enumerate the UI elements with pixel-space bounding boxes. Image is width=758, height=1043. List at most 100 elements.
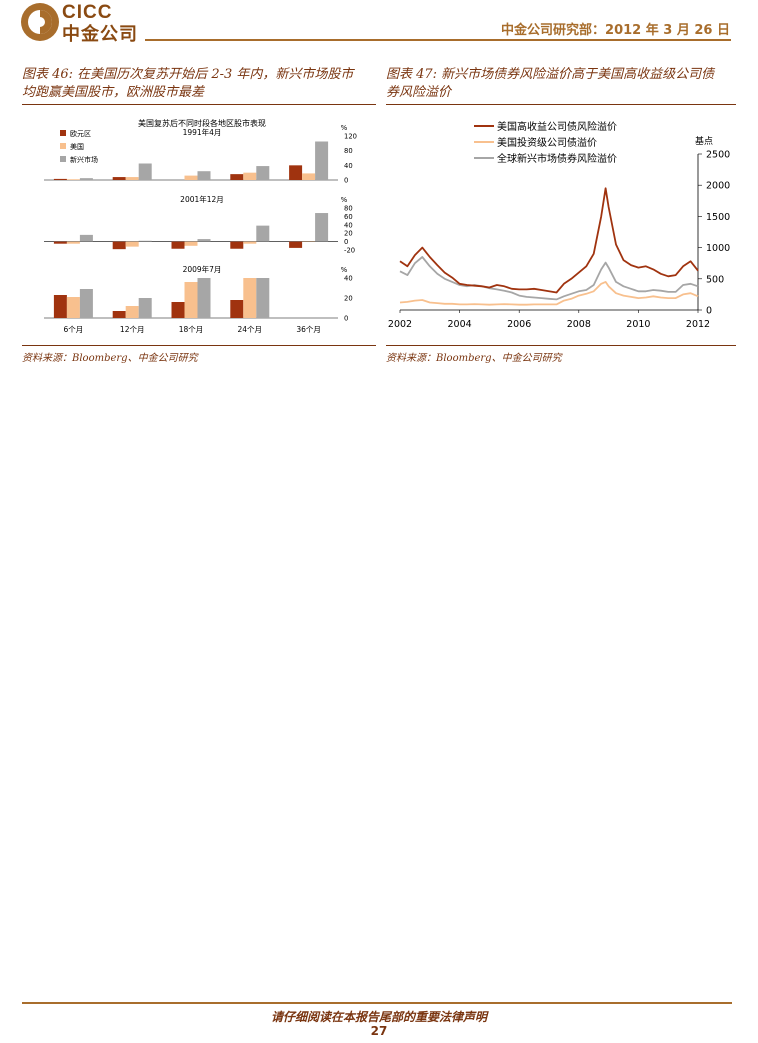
figure47-source: 资料来源：Bloomberg、中金公司研究 <box>386 353 562 364</box>
figure46-bottom-rule <box>22 345 376 346</box>
bar-em <box>79 178 93 180</box>
y-tick-label: 80 <box>344 147 353 155</box>
figure47-bottom-rule <box>386 345 736 346</box>
legend-swatch <box>60 156 66 162</box>
bar-em <box>197 239 211 242</box>
bar-em <box>256 278 270 318</box>
y-tick-label: 0 <box>344 238 348 246</box>
bar-panel-1: 1991年4月 % 0 40 80 120 <box>44 124 357 185</box>
bar-em <box>197 278 211 318</box>
y-tick-label: 20 <box>344 230 353 238</box>
panel-title: 2001年12月 <box>180 194 224 204</box>
bar-em <box>138 240 152 242</box>
legend-swatch <box>60 143 66 149</box>
bar-eurozone <box>112 241 126 250</box>
bar-eurozone <box>53 178 67 180</box>
x-tick-label: 2012 <box>686 319 710 330</box>
logo-text-cn: 中金公司 <box>62 24 138 45</box>
bar-panel-3: 2009年7月 % 0 20 40 <box>44 264 353 323</box>
bar-us <box>125 177 139 180</box>
bar-eurozone <box>230 300 244 318</box>
y-tick-label: 0 <box>706 306 712 317</box>
y-unit-label: % <box>341 266 348 274</box>
bar-eurozone <box>171 302 185 318</box>
x-tick-label: 12个月 <box>120 325 145 334</box>
y-axis-label: 基点 <box>695 135 713 147</box>
bar-em <box>256 225 270 242</box>
bar-eurozone <box>112 311 126 318</box>
x-tick-label: 2010 <box>626 319 650 330</box>
figure47-title: 图表 47: 新兴市场债券风险溢价高于美国高收益级公司债 券风险溢价 <box>386 66 741 102</box>
bar-em <box>315 213 329 242</box>
chart-heading: 美国复苏后不同时段各地区股市表现 <box>138 118 266 128</box>
legend-label: 美国高收益公司债风险溢价 <box>497 120 617 133</box>
y-tick-label: 0 <box>344 177 348 185</box>
bar-us <box>243 241 257 244</box>
y-tick-label: 20 <box>344 295 353 303</box>
series-line-em-bond <box>399 256 699 301</box>
bar-us <box>243 172 257 180</box>
figure47-title-line1: 图表 47: 新兴市场债券风险溢价高于美国高收益级公司债 <box>386 67 715 82</box>
y-tick-label: 500 <box>706 274 724 285</box>
bar-em <box>138 163 152 180</box>
x-tick-label: 2008 <box>567 319 591 330</box>
x-tick-label: 2004 <box>448 319 472 330</box>
legal-notice: 请仔细阅读在本报告尾部的重要法律声明 <box>270 1010 487 1024</box>
bar-em <box>315 141 329 180</box>
bar-em <box>79 234 93 242</box>
y-tick-label: 40 <box>344 275 353 283</box>
x-tick-label: 2002 <box>388 319 412 330</box>
bar-eurozone <box>53 295 67 318</box>
bar-us <box>66 297 80 318</box>
y-tick-label: 80 <box>344 205 353 213</box>
y-tick-label: 40 <box>344 162 353 170</box>
panel-title: 2009年7月 <box>183 264 222 274</box>
x-tick-label: 18个月 <box>179 325 204 334</box>
bar-us <box>125 241 139 247</box>
figure46-title-line2: 均跑赢美国股市，欧洲股市最差 <box>22 85 205 100</box>
bar-us <box>184 282 198 318</box>
cicc-logo <box>20 2 260 42</box>
y-tick-label: 1500 <box>706 212 730 223</box>
footer-divider <box>22 1002 732 1004</box>
bar-us <box>184 175 198 180</box>
legend-label: 全球新兴市场债券风险溢价 <box>497 152 617 165</box>
legend-label: 美国 <box>70 142 84 151</box>
bar-us <box>184 241 198 246</box>
series-line-us-high-yield <box>399 187 699 294</box>
y-tick-label: 60 <box>344 213 353 221</box>
x-tick-label: 6个月 <box>64 325 84 334</box>
logo-text-en: CICC <box>62 2 113 23</box>
bar-eurozone <box>230 241 244 249</box>
y-tick-label: 120 <box>344 133 357 141</box>
series-line-us-investment-grade <box>399 280 699 306</box>
bar-em <box>197 171 211 180</box>
legend-swatch <box>60 130 66 136</box>
x-tick-label: 2006 <box>507 319 531 330</box>
bar-em <box>256 166 270 180</box>
bar-em <box>79 289 93 318</box>
bar-eurozone <box>112 177 126 180</box>
y-tick-label: 40 <box>344 221 353 229</box>
figure46-title-rule <box>22 104 376 105</box>
figure47-title-rule <box>386 104 736 105</box>
page-number: 27 <box>370 1024 388 1038</box>
figure47-title-line2: 券风险溢价 <box>386 85 452 100</box>
y-tick-label: 1000 <box>706 243 730 254</box>
bar-us <box>66 241 80 244</box>
header-divider <box>145 39 731 41</box>
bar-us <box>66 179 80 180</box>
legend-label: 欧元区 <box>70 129 91 138</box>
y-tick-label: 2500 <box>706 150 730 161</box>
y-unit-label: % <box>341 124 348 132</box>
legend-label: 美国投资级公司债溢价 <box>497 136 597 149</box>
bar-eurozone <box>289 165 303 180</box>
bar-em <box>138 298 152 318</box>
bar-us <box>302 173 316 180</box>
bar-eurozone <box>289 241 303 248</box>
header-date: 中金公司研究部：2012 年 3 月 26 日 <box>501 23 730 38</box>
